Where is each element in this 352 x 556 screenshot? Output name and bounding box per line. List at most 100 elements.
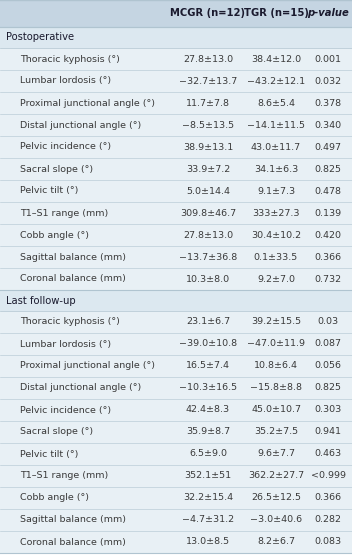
Text: 5.0±14.4: 5.0±14.4: [186, 186, 230, 196]
Text: TGR (n=15): TGR (n=15): [244, 8, 308, 18]
Text: 0.303: 0.303: [314, 405, 342, 415]
Bar: [0, 92, 352, 114]
Text: 39.2±15.5: 39.2±15.5: [251, 317, 301, 326]
Text: 42.4±8.3: 42.4±8.3: [186, 405, 230, 415]
Text: Cobb angle (°): Cobb angle (°): [20, 231, 89, 240]
Bar: [0, 158, 352, 180]
Text: 0.001: 0.001: [314, 54, 341, 63]
Text: 0.732: 0.732: [314, 275, 341, 284]
Text: Postoperative: Postoperative: [6, 32, 74, 42]
Text: −47.0±11.9: −47.0±11.9: [247, 340, 305, 349]
Text: Sacral slope (°): Sacral slope (°): [20, 165, 93, 173]
Text: T1–S1 range (mm): T1–S1 range (mm): [20, 471, 108, 480]
Text: 0.497: 0.497: [314, 142, 341, 151]
Bar: [0, 224, 352, 246]
Text: 352.1±51: 352.1±51: [184, 471, 232, 480]
Text: 35.2±7.5: 35.2±7.5: [254, 428, 298, 436]
Text: −10.3±16.5: −10.3±16.5: [179, 384, 237, 393]
Text: 32.2±15.4: 32.2±15.4: [183, 494, 233, 503]
Text: Last follow-up: Last follow-up: [6, 295, 76, 305]
Text: 11.7±7.8: 11.7±7.8: [186, 98, 230, 107]
Text: 0.366: 0.366: [314, 494, 341, 503]
Text: 45.0±10.7: 45.0±10.7: [251, 405, 301, 415]
Text: Thoracic kyphosis (°): Thoracic kyphosis (°): [20, 54, 120, 63]
Text: −43.2±12.1: −43.2±12.1: [247, 77, 305, 86]
Bar: [0, 290, 352, 311]
Bar: [0, 355, 352, 377]
Bar: [0, 377, 352, 399]
Text: 0.056: 0.056: [314, 361, 341, 370]
Text: 0.032: 0.032: [314, 77, 341, 86]
Bar: [0, 443, 352, 465]
Text: T1–S1 range (mm): T1–S1 range (mm): [20, 208, 108, 217]
Text: Coronal balance (mm): Coronal balance (mm): [20, 275, 126, 284]
Text: 8.2±6.7: 8.2±6.7: [257, 538, 295, 547]
Text: 9.6±7.7: 9.6±7.7: [257, 449, 295, 459]
Text: 0.420: 0.420: [314, 231, 341, 240]
Text: MCGR (n=12): MCGR (n=12): [170, 8, 245, 18]
Text: 30.4±10.2: 30.4±10.2: [251, 231, 301, 240]
Bar: [0, 509, 352, 531]
Text: Distal junctional angle (°): Distal junctional angle (°): [20, 121, 141, 130]
Bar: [0, 333, 352, 355]
Text: 0.478: 0.478: [314, 186, 341, 196]
Text: Proximal junctional angle (°): Proximal junctional angle (°): [20, 361, 155, 370]
Text: 16.5±7.4: 16.5±7.4: [186, 361, 230, 370]
Bar: [0, 70, 352, 92]
Text: −14.1±11.5: −14.1±11.5: [247, 121, 305, 130]
Text: 362.2±27.7: 362.2±27.7: [248, 471, 304, 480]
Bar: [0, 531, 352, 553]
Text: 10.8±6.4: 10.8±6.4: [254, 361, 298, 370]
Text: 333±27.3: 333±27.3: [252, 208, 300, 217]
Text: −8.5±13.5: −8.5±13.5: [182, 121, 234, 130]
Text: 6.5±9.0: 6.5±9.0: [189, 449, 227, 459]
Text: Sagittal balance (mm): Sagittal balance (mm): [20, 515, 126, 524]
Text: Sacral slope (°): Sacral slope (°): [20, 428, 93, 436]
Text: 38.9±13.1: 38.9±13.1: [183, 142, 233, 151]
Text: 26.5±12.5: 26.5±12.5: [251, 494, 301, 503]
Text: Thoracic kyphosis (°): Thoracic kyphosis (°): [20, 317, 120, 326]
Bar: [0, 399, 352, 421]
Text: Pelvic tilt (°): Pelvic tilt (°): [20, 186, 78, 196]
Text: 9.1±7.3: 9.1±7.3: [257, 186, 295, 196]
Text: <0.999: <0.999: [310, 471, 346, 480]
Text: 0.282: 0.282: [314, 515, 341, 524]
Bar: [0, 114, 352, 136]
Text: 0.366: 0.366: [314, 252, 341, 261]
Text: 34.1±6.3: 34.1±6.3: [254, 165, 298, 173]
Text: Lumbar lordosis (°): Lumbar lordosis (°): [20, 340, 111, 349]
Text: 13.0±8.5: 13.0±8.5: [186, 538, 230, 547]
Text: Distal junctional angle (°): Distal junctional angle (°): [20, 384, 141, 393]
Bar: [0, 136, 352, 158]
Text: −4.7±31.2: −4.7±31.2: [182, 515, 234, 524]
Text: 38.4±12.0: 38.4±12.0: [251, 54, 301, 63]
Text: 35.9±8.7: 35.9±8.7: [186, 428, 230, 436]
Text: 27.8±13.0: 27.8±13.0: [183, 54, 233, 63]
Bar: [0, 465, 352, 487]
Text: Pelvic incidence (°): Pelvic incidence (°): [20, 405, 111, 415]
Text: 0.087: 0.087: [314, 340, 341, 349]
Text: Pelvic tilt (°): Pelvic tilt (°): [20, 449, 78, 459]
Bar: [0, 246, 352, 268]
Bar: [0, 180, 352, 202]
Text: 0.03: 0.03: [318, 317, 339, 326]
Text: −13.7±36.8: −13.7±36.8: [179, 252, 237, 261]
Text: 0.1±33.5: 0.1±33.5: [254, 252, 298, 261]
Text: Sagittal balance (mm): Sagittal balance (mm): [20, 252, 126, 261]
Text: 0.083: 0.083: [314, 538, 341, 547]
Bar: [0, 311, 352, 333]
Text: 10.3±8.0: 10.3±8.0: [186, 275, 230, 284]
Text: 0.340: 0.340: [314, 121, 341, 130]
Text: −3.0±40.6: −3.0±40.6: [250, 515, 302, 524]
Text: 0.941: 0.941: [314, 428, 341, 436]
Bar: [0, 0, 352, 27]
Text: 309.8±46.7: 309.8±46.7: [180, 208, 236, 217]
Bar: [0, 202, 352, 224]
Text: −39.0±10.8: −39.0±10.8: [179, 340, 237, 349]
Text: Cobb angle (°): Cobb angle (°): [20, 494, 89, 503]
Text: 0.378: 0.378: [314, 98, 341, 107]
Text: Lumbar lordosis (°): Lumbar lordosis (°): [20, 77, 111, 86]
Text: 43.0±11.7: 43.0±11.7: [251, 142, 301, 151]
Text: 0.825: 0.825: [314, 384, 341, 393]
Text: 33.9±7.2: 33.9±7.2: [186, 165, 230, 173]
